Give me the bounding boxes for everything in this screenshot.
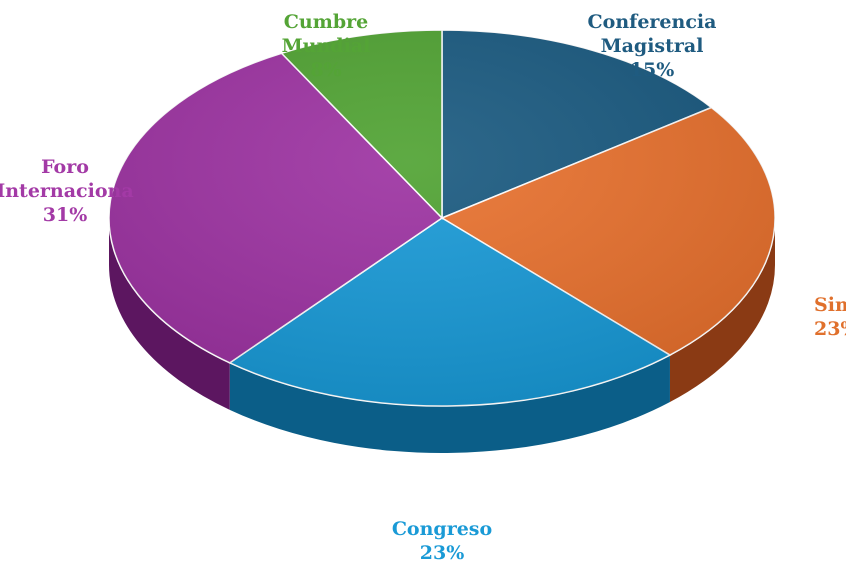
slice-name-foro-internacional: Internaciona [0,180,134,202]
slice-name-cumbre-mundial: Mundial [282,35,371,57]
pie-side-simposio [669,218,776,403]
pie-side-congreso [229,355,670,453]
slice-name-foro-internacional: Foro [41,156,89,178]
pie-side-foro-internacional [109,218,230,410]
slice-percent-congreso: 23% [420,542,465,564]
slice-label-foro-internacional: Foro Internaciona 31% [0,156,134,226]
slice-name-cumbre-mundial: Cumbre [284,11,368,33]
slice-label-conferencia-magistral: Conferencia Magistral 15% [588,11,717,81]
slice-label-congreso: Congreso 23% [392,518,492,564]
pie-slices [108,29,776,407]
pie-top-shading [109,30,775,406]
slice-name-congreso: Congreso [392,518,492,540]
slice-labels: ConferenciaMagistral15%Simpo23%Congreso2… [0,11,846,564]
slice-label-cumbre-mundial: Cumbre Mundial 8% [282,11,371,81]
slice-name-conferencia-magistral: Magistral [601,35,704,57]
slice-percent-simposio: 23% [814,318,846,340]
slice-percent-foro-internacional: 31% [43,204,88,226]
slice-percent-conferencia-magistral: 15% [630,59,675,81]
slice-percent-cumbre-mundial: 8% [310,59,341,81]
slice-label-simposio: Simpo23% [814,294,846,340]
pie-side-walls [109,218,776,453]
slice-name-simposio: Simpo [814,294,846,316]
slice-name-conferencia-magistral: Conferencia [588,11,717,33]
